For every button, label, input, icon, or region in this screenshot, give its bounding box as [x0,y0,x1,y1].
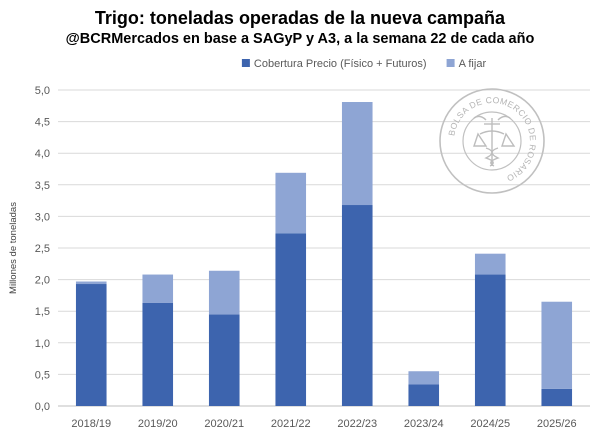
y-tick-label: 5,0 [35,85,50,97]
bar-a-fijar [408,371,440,385]
x-tick-label: 2022/23 [337,418,377,430]
bar-a-fijar [541,301,573,389]
bar-cobertura [408,384,440,406]
y-tick-label: 3,5 [35,180,50,192]
bar-cobertura [75,284,107,406]
chart-title: Trigo: toneladas operadas de la nueva ca… [94,8,506,28]
x-tick-label: 2020/21 [204,418,244,430]
legend-item: Cobertura Precio (Físico + Futuros) [241,58,427,70]
x-tick-label: 2018/19 [71,418,111,430]
legend-swatch [241,59,250,67]
bar-a-fijar [75,281,107,285]
bcr-seal-watermark: BOLSA DE COMERCIO DE ROSARIO [439,88,545,194]
bar-a-fijar [275,172,307,234]
bar-a-fijar [208,270,240,315]
x-tick-label: 2023/24 [404,418,444,430]
y-tick-label: 1,5 [35,306,50,318]
y-tick-label: 2,0 [35,275,50,287]
y-tick-label: 4,5 [35,117,50,129]
y-tick-label: 0,0 [35,401,50,413]
y-tick-label: 4,0 [35,148,50,160]
y-axis-ticks: 0,0 0,5 1,0 1,5 2,0 2,5 3,0 3,5 4,0 4,5 5,0 [35,85,50,413]
x-tick-label: 2021/22 [271,418,311,430]
y-tick-label: 1,0 [35,338,50,350]
gridlines [58,89,590,407]
legend: Cobertura Precio (Físico + Futuros) A fij… [241,58,487,70]
bars [75,102,573,406]
legend-label: A fijar [459,58,487,70]
bar-cobertura [142,302,174,406]
legend-item: A fijar [446,58,487,70]
y-tick-label: 3,0 [35,211,50,223]
x-tick-label: 2024/25 [470,418,510,430]
y-axis-title: Millones de toneladas [8,202,19,294]
legend-label: Cobertura Precio (Físico + Futuros) [254,58,427,70]
x-axis-ticks: 2018/19 2019/20 2020/21 2021/22 2022/23 2023/… [71,418,576,430]
bar-cobertura [208,314,240,406]
x-tick-label: 2019/20 [138,418,178,430]
chart-subtitle: @BCRMercados en base a SAGyP y A3, a la … [65,31,535,47]
bar-cobertura [541,388,573,406]
bar-cobertura [275,233,307,406]
legend-swatch [446,59,455,67]
bar-cobertura [341,205,373,406]
caduceus-icon [473,115,516,167]
y-tick-label: 2,5 [35,243,50,255]
y-tick-label: 0,5 [35,369,50,381]
bar-a-fijar [474,253,506,275]
bar-a-fijar [341,102,373,206]
bar-a-fijar [142,274,174,303]
bar-cobertura [474,274,506,406]
x-tick-label: 2025/26 [537,418,577,430]
